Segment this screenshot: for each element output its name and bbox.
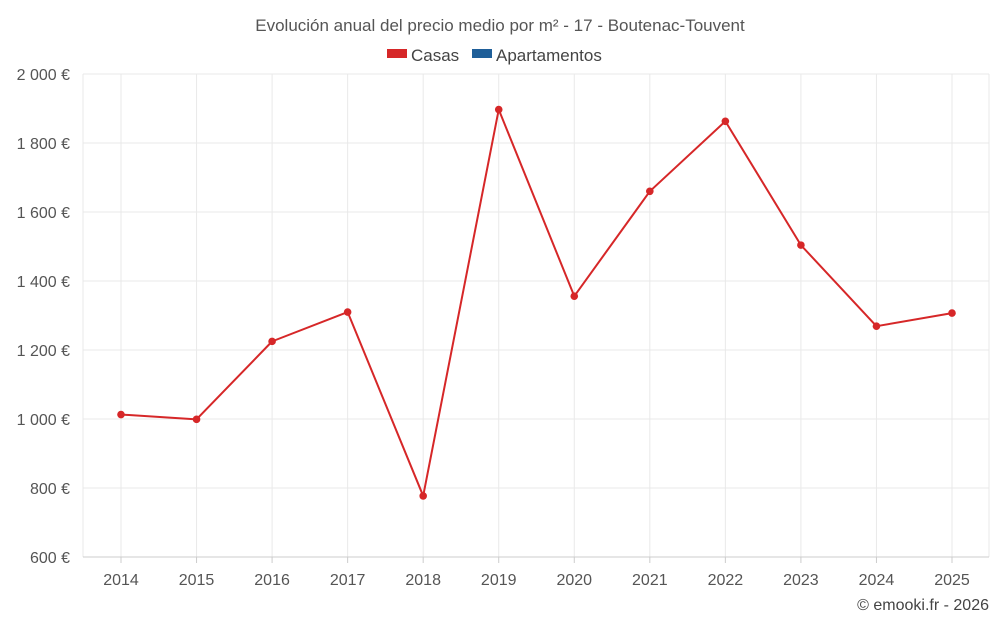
x-axis-ticks bbox=[120, 557, 953, 563]
legend-swatch-apartamentos bbox=[472, 49, 492, 58]
y-tick-label: 600 € bbox=[30, 550, 70, 567]
y-tick-label: 1 000 € bbox=[17, 412, 70, 429]
x-tick-label: 2019 bbox=[481, 572, 517, 589]
y-tick-label: 1 800 € bbox=[17, 136, 70, 153]
y-tick-label: 800 € bbox=[30, 481, 70, 498]
y-gridlines bbox=[83, 73, 989, 489]
data-point[interactable] bbox=[872, 322, 881, 330]
y-tick-label: 2 000 € bbox=[17, 67, 70, 84]
y-tick-label: 1 200 € bbox=[17, 343, 70, 360]
x-tick-label: 2016 bbox=[254, 572, 290, 589]
x-gridlines bbox=[82, 74, 990, 557]
credit-text: © emooki.fr - 2026 bbox=[857, 597, 989, 614]
series-line-casas bbox=[120, 108, 953, 497]
x-tick-label: 2017 bbox=[330, 572, 366, 589]
series-lines bbox=[120, 108, 953, 497]
legend-label-apartamentos: Apartamentos bbox=[496, 46, 602, 65]
x-tick-label: 2025 bbox=[934, 572, 970, 589]
data-point[interactable] bbox=[192, 415, 201, 424]
y-tick-label: 1 600 € bbox=[17, 205, 70, 222]
x-tick-label: 2020 bbox=[556, 572, 592, 589]
data-point[interactable] bbox=[343, 308, 352, 316]
data-point[interactable] bbox=[948, 309, 956, 317]
legend-item-casas[interactable]: Casas bbox=[387, 46, 459, 65]
data-point[interactable] bbox=[419, 492, 427, 500]
x-tick-label: 2022 bbox=[708, 572, 744, 589]
y-tick-label: 1 400 € bbox=[17, 274, 70, 291]
series-points bbox=[117, 105, 956, 500]
data-point[interactable] bbox=[117, 410, 125, 419]
legend: Casas Apartamentos bbox=[387, 46, 602, 65]
x-tick-label: 2021 bbox=[632, 572, 668, 589]
data-point[interactable] bbox=[797, 241, 805, 249]
data-point[interactable] bbox=[494, 105, 503, 114]
x-tick-label: 2018 bbox=[405, 572, 441, 589]
legend-item-apartamentos[interactable]: Apartamentos bbox=[472, 46, 602, 65]
chart-title: Evolución anual del precio medio por m² … bbox=[255, 16, 745, 35]
data-point[interactable] bbox=[268, 337, 276, 346]
x-tick-label: 2014 bbox=[103, 572, 139, 589]
x-tick-label: 2023 bbox=[783, 572, 819, 589]
legend-label-casas: Casas bbox=[411, 46, 459, 65]
data-point[interactable] bbox=[570, 292, 579, 300]
x-tick-label: 2015 bbox=[179, 572, 215, 589]
y-axis-labels: 600 € 800 € 1 000 € 1 200 € 1 400 € 1 600 € 1 … bbox=[17, 67, 70, 567]
data-point[interactable] bbox=[721, 117, 730, 126]
legend-swatch-casas bbox=[387, 49, 407, 58]
x-tick-label: 2024 bbox=[859, 572, 895, 589]
x-axis-labels: 2014 2015 2016 2017 2018 2019 2020 2021 2022 2023… bbox=[103, 572, 970, 589]
data-point[interactable] bbox=[646, 187, 654, 196]
